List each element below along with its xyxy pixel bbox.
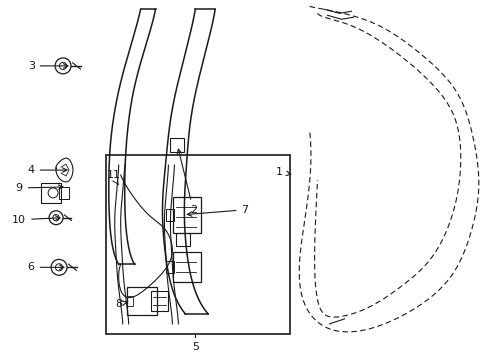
Bar	[127, 287, 156, 315]
Bar	[173, 252, 201, 282]
Text: 7: 7	[187, 205, 248, 216]
Bar	[173, 197, 201, 233]
Bar	[127, 296, 133, 306]
Bar	[41, 183, 61, 203]
Text: 6: 6	[28, 262, 64, 272]
Bar	[167, 209, 174, 221]
Bar	[59, 187, 69, 199]
Text: 11: 11	[107, 170, 121, 180]
Text: 10: 10	[12, 215, 60, 225]
Text: 5: 5	[192, 342, 199, 352]
Bar	[150, 291, 169, 311]
Text: 9: 9	[16, 183, 63, 193]
Bar	[106, 155, 290, 334]
Bar	[176, 233, 190, 247]
Text: 3: 3	[28, 61, 68, 71]
Text: 8: 8	[115, 299, 128, 309]
Text: 2: 2	[177, 149, 197, 215]
Text: 4: 4	[27, 165, 67, 175]
Bar	[171, 138, 184, 152]
Bar	[167, 261, 174, 273]
Text: 1: 1	[276, 167, 291, 177]
